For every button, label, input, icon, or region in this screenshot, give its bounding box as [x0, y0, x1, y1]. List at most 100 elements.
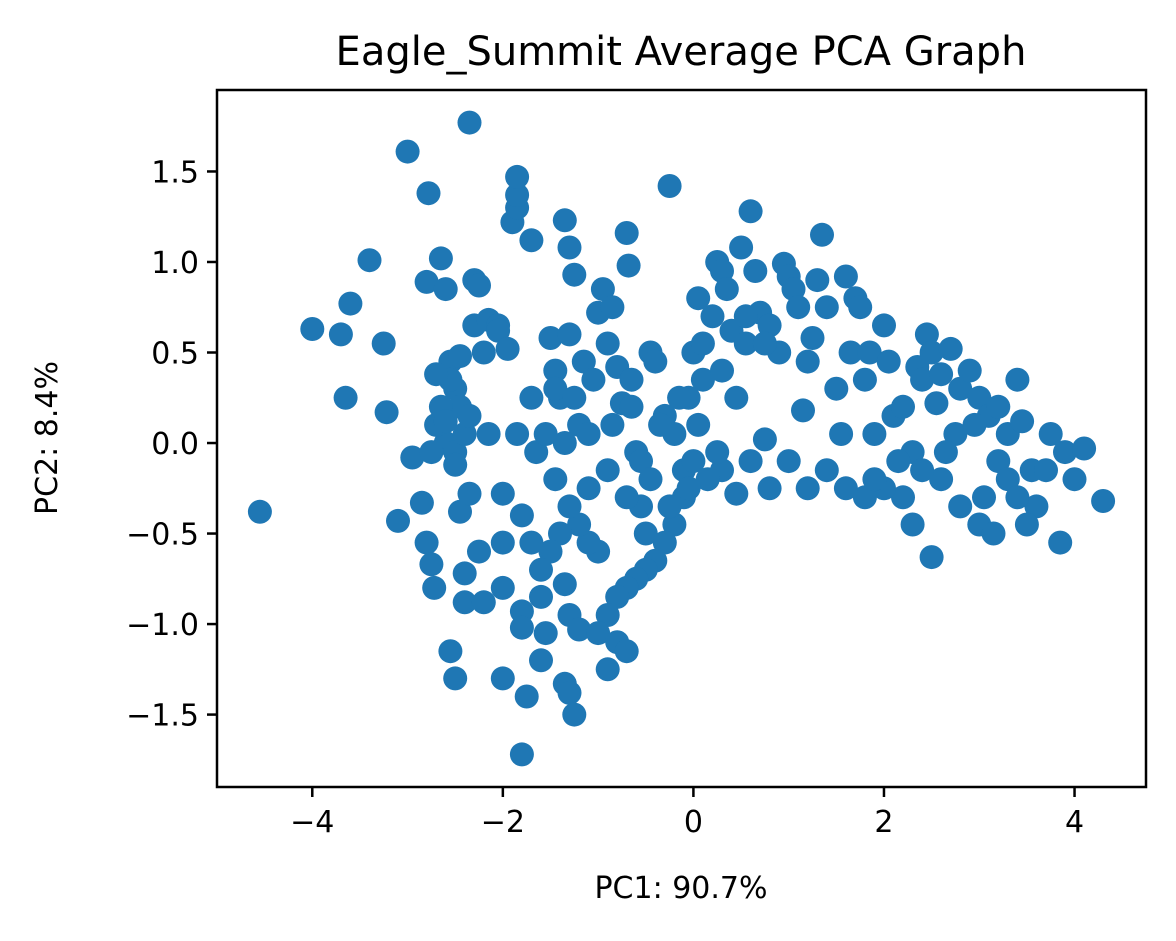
scatter-point: [629, 449, 653, 474]
scatter-point: [619, 367, 644, 392]
scatter-point: [791, 398, 815, 423]
scatter-point: [614, 221, 639, 245]
scatter-point: [857, 340, 882, 365]
scatter-point: [995, 467, 1020, 492]
scatter-point: [833, 476, 858, 501]
scatter-point: [862, 422, 887, 446]
scatter-point: [443, 452, 468, 477]
scatter-point: [919, 545, 944, 570]
chart-title: Eagle_Summit Average PCA Graph: [336, 29, 1027, 75]
scatter-point: [714, 277, 739, 302]
scatter-point: [962, 412, 987, 437]
scatter-point: [690, 367, 715, 392]
scatter-point: [829, 422, 854, 446]
scatter-point: [524, 440, 549, 465]
scatter-point: [900, 512, 925, 537]
scatter-point: [543, 376, 568, 401]
scatter-point: [448, 499, 472, 524]
scatter-point: [733, 331, 758, 356]
scatter-point: [543, 358, 568, 383]
scatter-point: [957, 358, 982, 383]
y-tick-label: −0.5: [126, 518, 199, 553]
x-tick-label: 0: [684, 805, 703, 840]
scatter-point: [586, 621, 611, 646]
scatter-point: [852, 367, 877, 392]
scatter-point: [752, 427, 777, 452]
scatter-point: [891, 485, 915, 510]
scatter-point: [414, 530, 439, 555]
scatter-point: [972, 485, 996, 510]
scatter-point: [605, 584, 630, 609]
scatter-point: [567, 617, 592, 642]
scatter-point: [333, 385, 358, 410]
scatter-point: [386, 508, 410, 533]
scatter-point: [409, 490, 434, 515]
scatter-point: [452, 561, 477, 586]
scatter-point: [552, 208, 577, 233]
scatter-point: [562, 385, 587, 410]
scatter-point: [424, 362, 449, 387]
scatter-point: [743, 259, 768, 283]
scatter-point: [419, 440, 444, 465]
scatter-point: [476, 422, 501, 446]
scatter-point: [662, 512, 687, 537]
scatter-point: [724, 385, 749, 410]
scatter-point: [519, 530, 544, 555]
scatter-point: [852, 485, 877, 510]
scatter-point: [471, 590, 496, 615]
scatter-point: [571, 349, 596, 374]
scatter-point: [338, 291, 363, 316]
scatter-point: [529, 648, 553, 673]
scatter-point: [1062, 467, 1087, 492]
scatter-point: [616, 253, 641, 278]
scatter-point: [876, 349, 901, 374]
scatter-point: [676, 476, 701, 501]
scatter-points: [247, 110, 1116, 767]
scatter-point: [738, 449, 763, 474]
plot-frame: [215, 88, 1148, 789]
scatter-point: [929, 362, 954, 387]
scatter-point: [557, 322, 582, 347]
scatter-point: [490, 481, 515, 506]
scatter-point: [686, 286, 711, 311]
y-tick-label: −1.0: [126, 608, 199, 643]
scatter-point: [938, 336, 963, 361]
scatter-point: [428, 246, 453, 271]
scatter-point: [710, 358, 734, 383]
scatter-point: [505, 183, 530, 207]
scatter-point: [538, 326, 563, 350]
scatter-point: [924, 391, 949, 416]
scatter-point: [910, 367, 935, 392]
scatter-point: [891, 394, 915, 419]
scatter-point: [505, 422, 530, 446]
scatter-point: [567, 512, 592, 537]
scatter-point: [814, 295, 839, 320]
scatter-point: [838, 340, 863, 365]
scatter-point: [919, 340, 944, 365]
scatter-point: [1053, 440, 1077, 465]
scatter-point: [948, 494, 973, 519]
scatter-point: [757, 313, 782, 338]
y-tick-label: −1.5: [126, 699, 199, 734]
scatter-point: [529, 584, 553, 609]
x-tick-label: 4: [1065, 805, 1084, 840]
scatter-point: [776, 449, 801, 474]
scatter-point: [986, 394, 1011, 419]
scatter-point: [929, 467, 954, 492]
scatter-point: [543, 467, 568, 492]
scatter-point: [374, 400, 399, 425]
scatter-point: [710, 259, 734, 283]
scatter-point: [700, 304, 725, 329]
scatter-point: [590, 277, 615, 302]
scatter-point: [433, 277, 458, 302]
y-tick-label: 0.0: [151, 427, 199, 462]
scatter-point: [967, 385, 992, 410]
scatter-point: [519, 385, 544, 410]
scatter-point: [548, 521, 572, 546]
scatter-point: [438, 639, 463, 664]
scatter-point: [247, 499, 272, 524]
scatter-point: [557, 235, 582, 260]
scatter-point: [422, 575, 447, 600]
scatter-point: [814, 458, 839, 483]
